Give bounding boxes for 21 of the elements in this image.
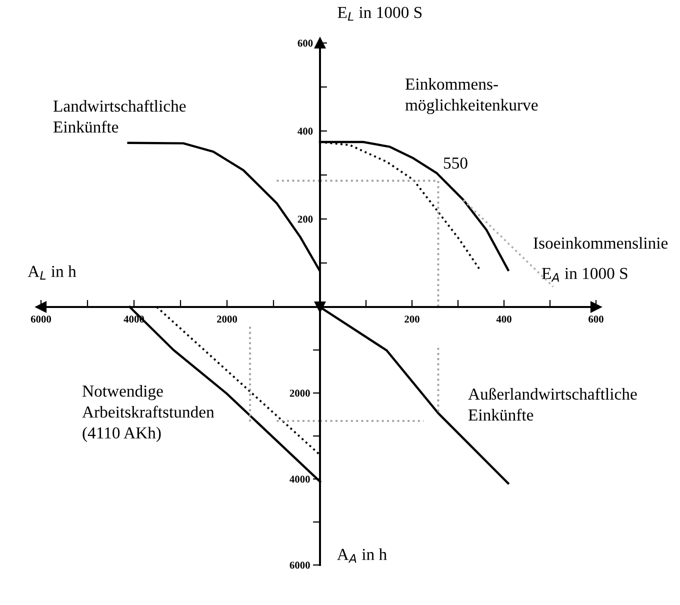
x-tick-label: 2000 <box>217 316 238 323</box>
x-tick-label: 400 <box>496 316 512 323</box>
y-tick-label: 6000 <box>290 562 310 569</box>
y-tick-label: 4000 <box>290 476 310 483</box>
y-tick-label: 2000 <box>290 390 310 397</box>
x-axis-title: A$_{L}$ in h <box>28 265 76 280</box>
y-tick-label: 200 <box>298 216 313 223</box>
x-axis-title: E$_{A}$ in 1000 S <box>542 268 628 282</box>
x-tick-label: 200 <box>404 316 420 323</box>
x-tick-label: 6000 <box>30 316 52 323</box>
annotation: Einkommens- möglichkeitenkurve <box>405 78 538 114</box>
annotation: Landwirtschaftliche Einkünfte <box>53 100 186 133</box>
annotation: 550 <box>444 157 468 169</box>
annotation: Notwendige Arbeitskraftstunden (4110 AKh) <box>82 385 214 442</box>
y-axis-title: E$_{L}$ in 1000 S <box>338 6 422 21</box>
y-tick-label: 600 <box>298 40 313 47</box>
annotation: Isoeinkommenslinie <box>534 237 668 249</box>
y-tick-label: 400 <box>298 128 313 135</box>
y-axis-title: A$_{A}$ in h <box>336 548 387 563</box>
annotation: Außerlandwirtschaftliche Einkünfte <box>468 388 637 421</box>
x-tick-label: 600 <box>588 316 604 323</box>
